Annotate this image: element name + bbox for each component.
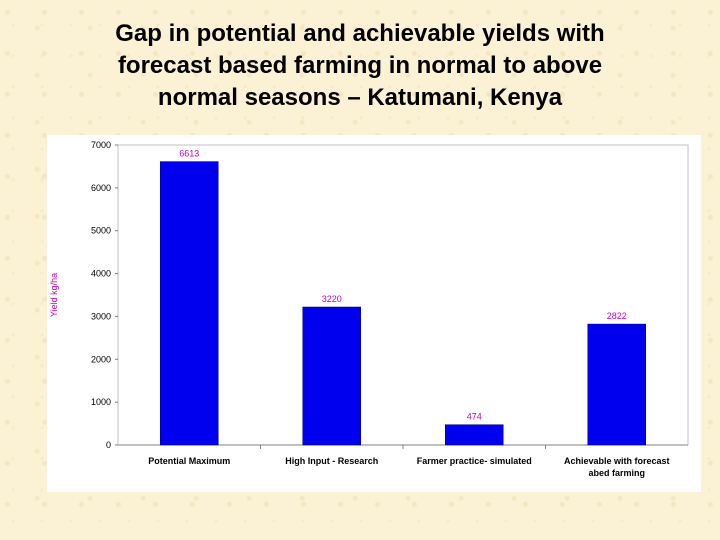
y-tick-label: 6000	[91, 183, 111, 193]
y-tick-label: 5000	[91, 226, 111, 236]
y-tick-label: 4000	[91, 269, 111, 279]
y-tick-label: 7000	[91, 140, 111, 150]
bar	[302, 306, 361, 446]
slide-title: Gap in potential and achievable yields w…	[20, 18, 700, 114]
y-tick-label: 1000	[91, 397, 111, 407]
bar	[587, 323, 646, 446]
title-line-3: normal seasons – Katumani, Kenya	[157, 84, 563, 111]
category-label: Farmer practice- simulated	[417, 456, 532, 466]
category-label: Potential Maximum	[148, 456, 230, 466]
category-label: High Input - Research	[285, 456, 378, 466]
bar	[445, 424, 504, 446]
y-axis-title: Yield kg/ha	[49, 273, 59, 317]
title-line-1: Gap in potential and achievable yields w…	[115, 20, 605, 47]
data-label: 6613	[179, 149, 199, 159]
chart-panel: 0 1000 2000 3000 4000 5000 6000 7000 Yield kg/ha…	[47, 135, 701, 492]
y-tick-label: 0	[106, 440, 111, 450]
category-label: abed farming	[588, 468, 645, 478]
y-tick-label: 2000	[91, 354, 111, 364]
plot-border	[117, 144, 689, 445]
category-label: Achievable with forecast	[564, 456, 670, 466]
data-label: 474	[467, 412, 482, 422]
data-label: 2822	[607, 311, 627, 321]
title-line-2: forecast based farming in normal to abov…	[117, 52, 603, 79]
bar-chart: 0 1000 2000 3000 4000 5000 6000 7000 Yield kg/ha…	[49, 140, 689, 478]
data-label: 3220	[322, 294, 342, 304]
bar	[160, 161, 219, 446]
y-tick-label: 3000	[91, 311, 111, 321]
